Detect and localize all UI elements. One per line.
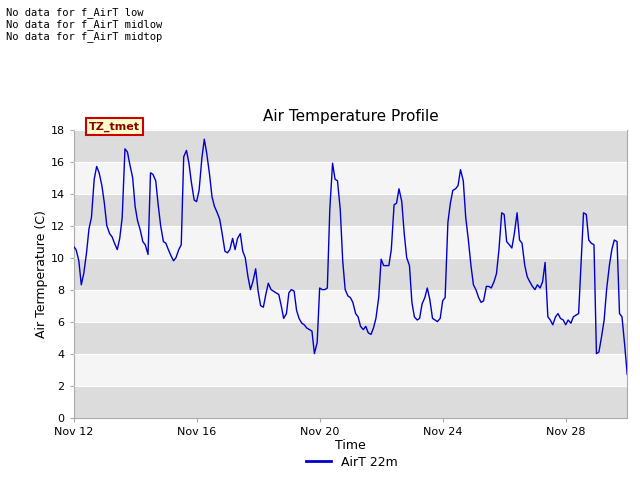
Text: TZ_tmet: TZ_tmet <box>89 121 140 132</box>
Bar <box>74 385 627 418</box>
Y-axis label: Air Termperature (C): Air Termperature (C) <box>35 210 47 337</box>
Bar <box>74 322 627 354</box>
Title: Air Temperature Profile: Air Temperature Profile <box>262 109 438 124</box>
X-axis label: Time: Time <box>335 439 366 453</box>
Bar <box>74 193 627 226</box>
Text: No data for f_AirT midlow: No data for f_AirT midlow <box>6 19 163 30</box>
Bar <box>74 289 627 322</box>
Bar <box>74 226 627 258</box>
Bar <box>74 258 627 289</box>
Text: No data for f_AirT midtop: No data for f_AirT midtop <box>6 31 163 42</box>
Text: No data for f_AirT low: No data for f_AirT low <box>6 7 144 18</box>
Bar <box>74 354 627 385</box>
Bar <box>74 162 627 193</box>
Legend: AirT 22m: AirT 22m <box>301 451 403 474</box>
Bar <box>74 130 627 162</box>
